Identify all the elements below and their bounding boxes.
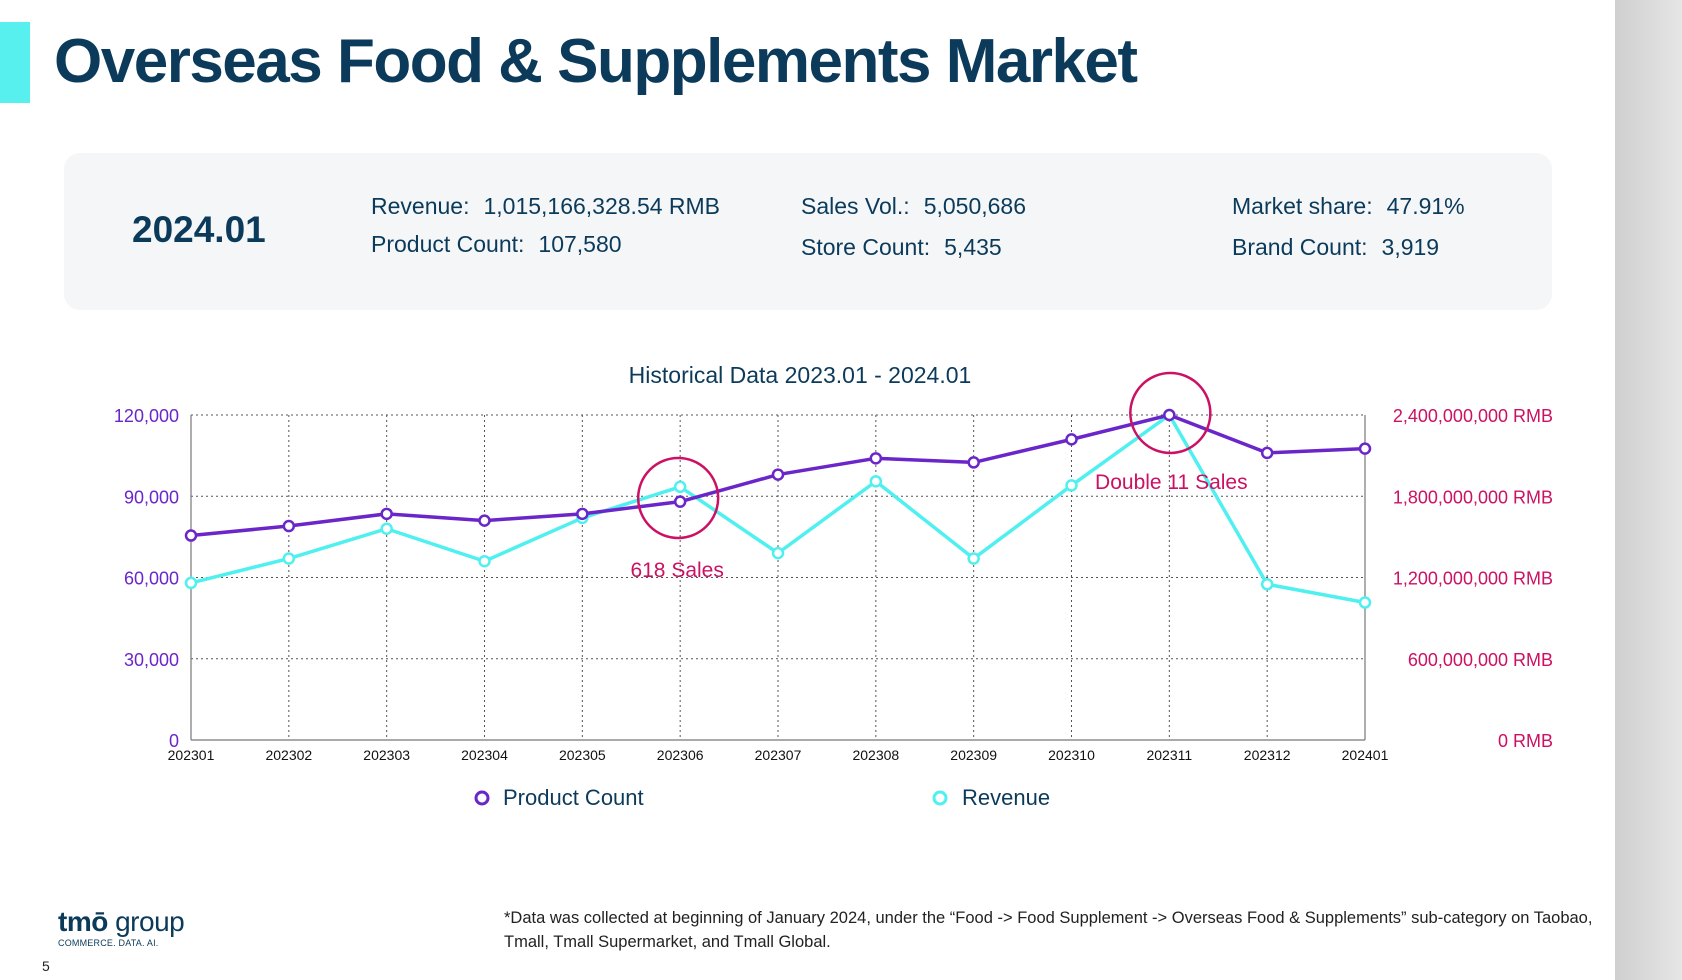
store-count-stat: Store Count: 5,435 — [801, 234, 1002, 261]
logo-mark: tmō — [58, 906, 108, 937]
revenue-point — [1260, 578, 1274, 591]
x-tick-label: 202310 — [1048, 747, 1095, 763]
brand-count-label: Brand Count: — [1232, 234, 1368, 260]
revenue-point — [1065, 479, 1078, 492]
product-count-point — [967, 456, 980, 469]
y-left-tick-label: 120,000 — [114, 406, 179, 426]
revenue-point — [673, 480, 687, 494]
y-right-tick-label: 2,400,000,000 RMB — [1393, 406, 1553, 426]
annotation-double11-label: Double 11 Sales — [1095, 471, 1248, 494]
page-title: Overseas Food & Supplements Market — [54, 27, 1138, 96]
sales-vol-stat: Sales Vol.: 5,050,686 — [801, 193, 1026, 220]
chart-title: Historical Data 2023.01 - 2024.01 — [629, 362, 972, 388]
annotation-618-label: 618 Sales — [630, 559, 723, 582]
product-count-point — [380, 507, 393, 521]
product-count-point — [282, 519, 296, 533]
product-count-point — [576, 507, 589, 521]
product-count-point — [1260, 446, 1274, 460]
x-tick-label: 202311 — [1146, 747, 1192, 763]
y-right-tick-label: 1,800,000,000 RMB — [1393, 487, 1553, 507]
legend-revenue-label: Revenue — [962, 785, 1050, 810]
revenue-value: 1,015,166,328.54 RMB — [483, 193, 721, 219]
store-count-label: Store Count: — [801, 234, 931, 260]
data-footnote: *Data was collected at beginning of Janu… — [504, 909, 1593, 951]
slide: Overseas Food & Supplements Market 2024.… — [0, 0, 1616, 980]
logo-word: group — [107, 906, 185, 937]
product-count-point — [673, 495, 687, 508]
annotation-double11-circle — [1129, 371, 1212, 455]
historical-chart: Historical Data 2023.01 - 2024.01 0 0 RMB 3… — [0, 355, 1615, 825]
revenue-point — [478, 555, 491, 568]
revenue-point — [282, 552, 296, 565]
brand-count-value: 3,919 — [1381, 234, 1440, 260]
y-right-tick-label: 600,000,000 RMB — [1408, 650, 1553, 670]
x-tick-label: 202401 — [1342, 747, 1389, 763]
legend-product-count-marker — [474, 790, 490, 806]
market-share-stat: Market share: 47.91% — [1232, 193, 1465, 220]
product-count-point — [478, 514, 491, 527]
product-count-point — [1358, 442, 1372, 455]
summary-panel: 2024.01 Revenue: 1,015,166,328.54 RMB Pro… — [64, 153, 1552, 310]
product-count-point — [869, 452, 883, 465]
tmo-group-logo: tmō group COMMERCE. DATA. AI. — [58, 906, 185, 948]
x-tick-label: 202303 — [363, 747, 410, 763]
product-count-label: Product Count: — [371, 231, 525, 257]
sales-vol-label: Sales Vol.: — [801, 193, 910, 219]
product-count-stat: Product Count: 107,580 — [371, 231, 622, 258]
product-count-value: 107,580 — [538, 231, 622, 257]
legend-product-count-label: Product Count — [503, 785, 644, 810]
y-left-tick-label: 60,000 — [124, 569, 179, 589]
y-left-tick-label: 0 — [169, 731, 179, 751]
x-tick-label: 202308 — [852, 747, 899, 763]
revenue-point — [771, 546, 785, 560]
revenue-point — [1358, 596, 1372, 609]
x-tick-label: 202307 — [755, 747, 802, 763]
revenue-point — [967, 552, 980, 565]
x-tick-label: 202312 — [1244, 747, 1291, 763]
y-left-tick-label: 90,000 — [124, 487, 179, 507]
annotation-618-circle — [636, 456, 720, 540]
sales-vol-value: 5,050,686 — [923, 193, 1027, 219]
x-tick-label: 202304 — [461, 747, 508, 763]
revenue-stat: Revenue: 1,015,166,328.54 RMB — [371, 193, 720, 220]
revenue-label: Revenue: — [371, 193, 470, 219]
x-tick-label: 202301 — [168, 747, 215, 763]
x-tick-label: 202309 — [950, 747, 997, 763]
store-count-value: 5,435 — [944, 234, 1002, 260]
x-tick-label: 202302 — [265, 747, 312, 763]
revenue-point — [869, 475, 883, 488]
legend-revenue-marker — [932, 790, 948, 806]
revenue-line — [190, 413, 1366, 605]
x-tick-label: 202306 — [657, 747, 704, 763]
product-count-point — [184, 529, 198, 542]
market-share-value: 47.91% — [1386, 193, 1465, 219]
brand-count-stat: Brand Count: 3,919 — [1232, 234, 1439, 261]
page-number: 5 — [42, 958, 50, 974]
title-accent-bar — [0, 22, 30, 103]
y-right-tick-label: 0 RMB — [1498, 731, 1553, 751]
summary-period: 2024.01 — [132, 209, 266, 250]
y-left-tick-label: 30,000 — [124, 650, 179, 670]
product-count-point — [1163, 408, 1176, 422]
product-count-point — [771, 468, 785, 481]
market-share-label: Market share: — [1232, 193, 1373, 219]
chart-svg: Historical Data 2023.01 - 2024.01 0 0 RMB 3… — [114, 362, 1553, 810]
product-count-point — [1065, 433, 1078, 446]
x-tick-label: 202305 — [559, 747, 606, 763]
revenue-point — [380, 522, 393, 535]
window-background — [1615, 0, 1682, 980]
logo-tagline: COMMERCE. DATA. AI. — [58, 938, 159, 948]
y-right-tick-label: 1,200,000,000 RMB — [1393, 569, 1553, 589]
revenue-point — [184, 576, 198, 590]
